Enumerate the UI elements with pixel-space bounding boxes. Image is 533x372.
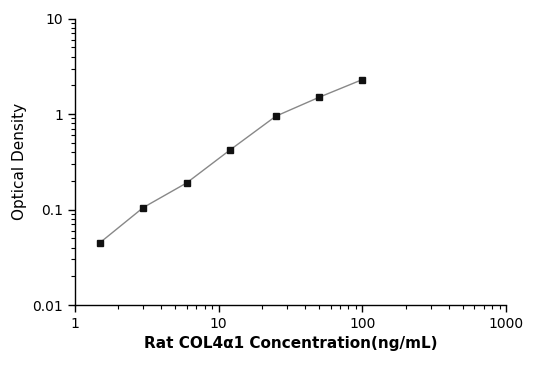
Y-axis label: Optical Density: Optical Density bbox=[12, 103, 27, 220]
X-axis label: Rat COL4α1 Concentration(ng/mL): Rat COL4α1 Concentration(ng/mL) bbox=[144, 336, 437, 352]
